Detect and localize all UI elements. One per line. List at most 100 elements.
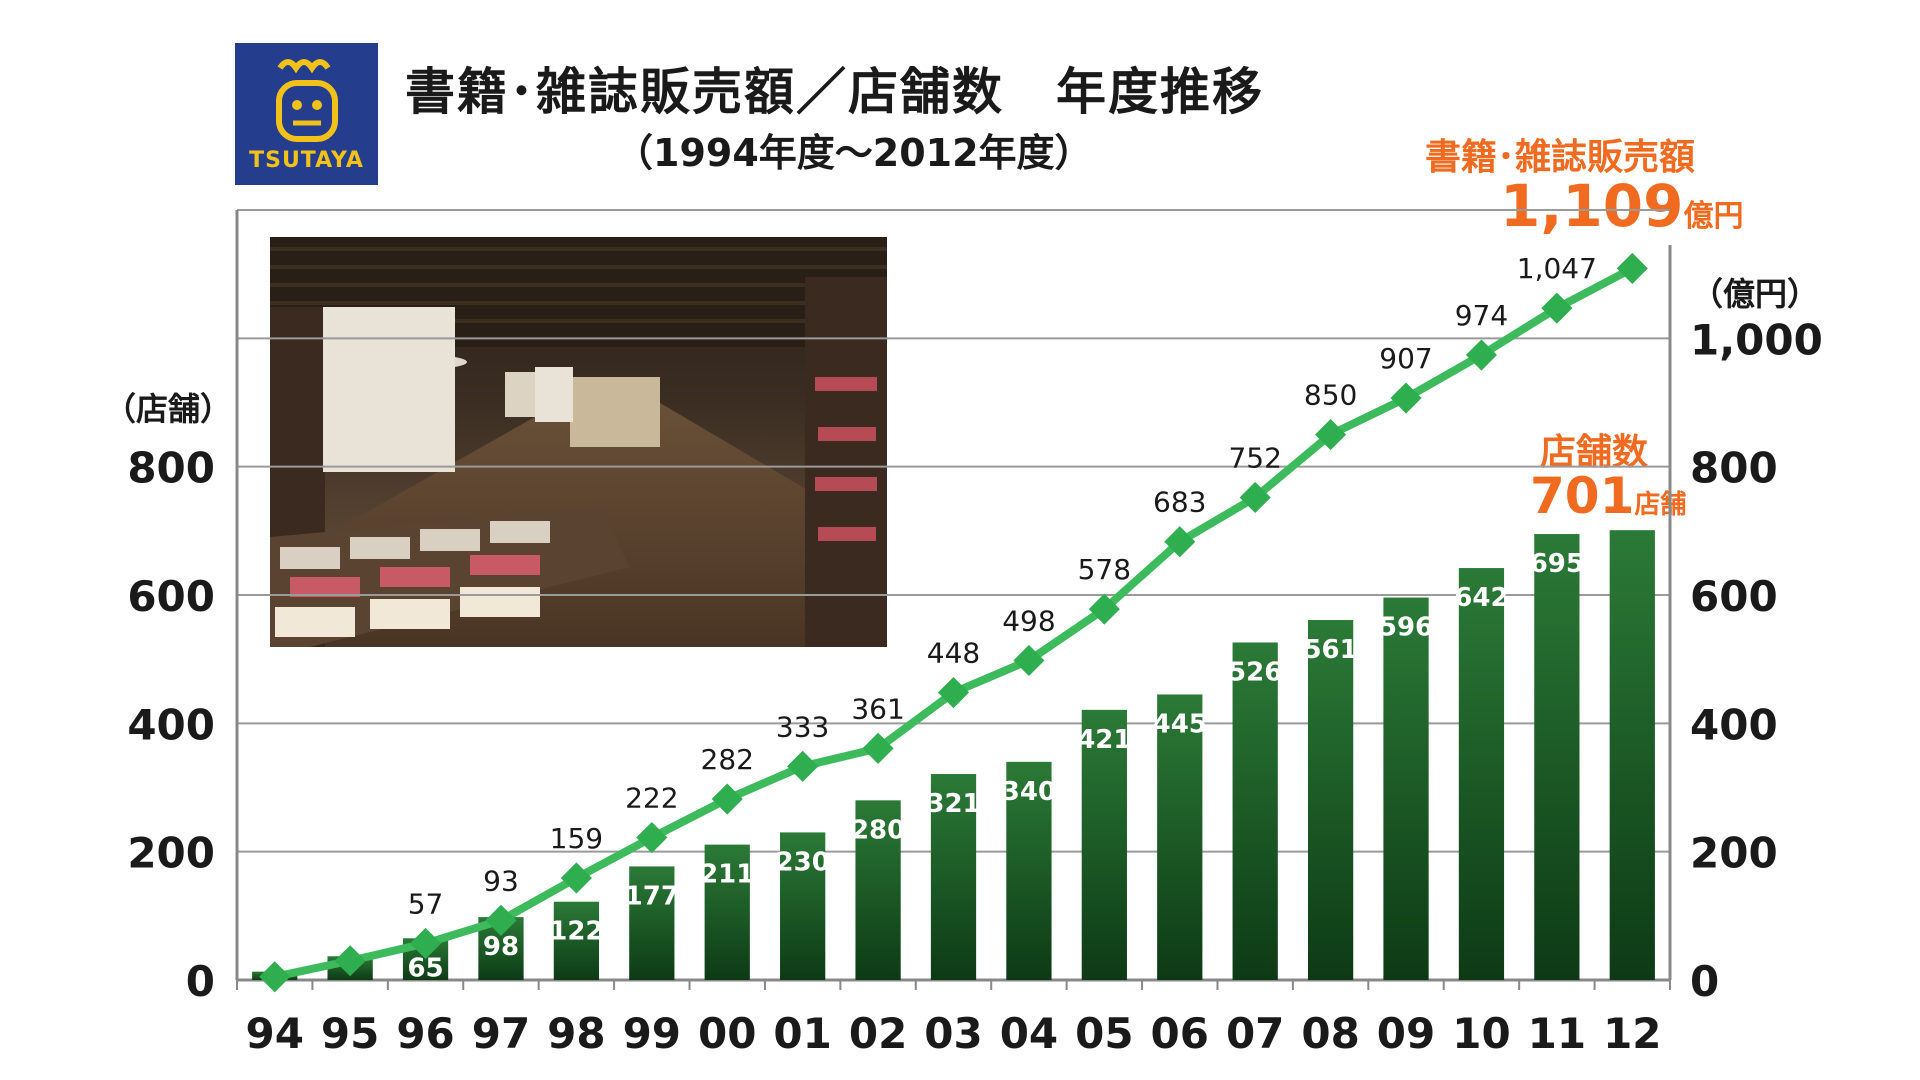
bar-data-label: 211 [700, 860, 754, 890]
x-tick-label: 04 [1000, 1009, 1058, 1058]
sales-marker [1315, 419, 1347, 451]
sales-marker [1465, 339, 1498, 371]
bar-data-label: 280 [851, 815, 905, 845]
chart-subtitle: （1994年度～2012年度） [615, 131, 1093, 175]
bar [930, 774, 977, 980]
left-tick-label: 200 [127, 829, 215, 878]
line-data-label: 578 [1078, 553, 1131, 586]
x-tick-label: 12 [1603, 1009, 1661, 1058]
x-tick-label: 97 [472, 1009, 530, 1058]
bar-data-label: 122 [549, 917, 603, 947]
right-axis-label: （億円） [1691, 275, 1819, 313]
bar [1157, 694, 1203, 980]
bar-data-label: 596 [1379, 613, 1433, 643]
line-data-label: 222 [625, 782, 678, 815]
x-tick-label: 05 [1075, 1009, 1133, 1058]
bar [1006, 761, 1052, 980]
bar-data-label: 98 [483, 932, 519, 962]
tsutaya-logo: TSUTAYA [235, 43, 378, 185]
bar-data-label: 230 [776, 847, 830, 877]
left-tick-label: 400 [127, 700, 215, 749]
line-data-label: 448 [927, 637, 980, 670]
sales-annotation-label: 書籍･雑誌販売額 [1425, 137, 1696, 178]
bar [855, 800, 901, 980]
stores-annotation-value-row: 701店舗 [1530, 467, 1686, 525]
sales-marker [409, 927, 442, 959]
sales-marker [334, 945, 366, 977]
sales-marker [1239, 481, 1271, 514]
bar [704, 844, 750, 980]
right-tick-label: 400 [1690, 700, 1778, 749]
right-tick-label: 600 [1690, 572, 1778, 621]
x-tick-label: 96 [396, 1009, 454, 1058]
line-data-label: 907 [1379, 342, 1432, 375]
sales-marker [485, 904, 517, 936]
sales-marker [1013, 644, 1045, 677]
bar-data-label: 561 [1303, 635, 1357, 665]
bar-data-label: 445 [1153, 709, 1207, 739]
line-data-label: 57 [408, 887, 444, 920]
right-tick-label: 800 [1690, 444, 1778, 493]
x-tick-label: 08 [1301, 1009, 1359, 1058]
bar [780, 832, 826, 980]
bar [629, 866, 675, 980]
bar [1609, 530, 1655, 980]
bar-data-label: 65 [407, 953, 443, 983]
bar-data-label: 642 [1454, 583, 1508, 613]
chart-title: 書籍･雑誌販売額／店舗数 年度推移 [405, 63, 1264, 121]
sales-marker [711, 783, 743, 815]
line-data-label: 752 [1228, 441, 1281, 474]
left-tick-label: 600 [127, 572, 215, 621]
sales-marker [1616, 252, 1648, 284]
right-tick-label: 200 [1690, 829, 1778, 878]
bar [1307, 620, 1354, 980]
line-data-label: 361 [851, 692, 904, 725]
left-tick-label: 800 [127, 444, 215, 493]
x-tick-label: 06 [1151, 1009, 1209, 1058]
line-data-label: 333 [776, 710, 829, 743]
line-data-label: 282 [701, 743, 754, 776]
logo-face-icon [276, 59, 338, 142]
bar [1383, 597, 1429, 980]
bar-data-label: 177 [625, 881, 679, 911]
sales-annotation-value: 1,109 [1500, 172, 1684, 240]
x-tick-label: 99 [623, 1009, 681, 1058]
bar [1232, 642, 1278, 980]
bar-data-label: 340 [1002, 777, 1056, 807]
sales-marker [1541, 292, 1573, 324]
bar-data-label: 421 [1077, 725, 1131, 755]
bar [553, 901, 600, 980]
bar [1458, 568, 1505, 980]
bar-data-label: 526 [1228, 657, 1282, 687]
line-data-label: 850 [1304, 379, 1357, 412]
sales-marker [259, 961, 291, 993]
line-data-label: 159 [550, 822, 603, 855]
bar-data-label: 321 [926, 789, 980, 819]
x-tick-label: 10 [1452, 1009, 1510, 1058]
sales-marker [1390, 382, 1422, 414]
line-data-label: 1,047 [1517, 252, 1597, 285]
line-data-label: 93 [483, 864, 519, 897]
x-tick-label: 94 [245, 1009, 303, 1058]
line-data-label: 974 [1455, 299, 1508, 332]
x-tick-label: 07 [1226, 1009, 1284, 1058]
x-tick-label: 00 [698, 1009, 756, 1058]
right-tick-label: 0 [1690, 957, 1719, 1006]
logo-text: TSUTAYA [249, 148, 364, 173]
x-tick-label: 11 [1528, 1009, 1586, 1058]
line-data-label: 683 [1153, 486, 1206, 519]
bar-data-label: 695 [1530, 549, 1584, 579]
stores-annotation-unit: 店舗 [1634, 490, 1687, 520]
sales-annotation-value-row: 1,109億円 [1500, 172, 1743, 240]
left-axis-label: （店舗） [104, 390, 232, 428]
stores-annotation-value: 701 [1530, 467, 1635, 525]
sales-marker [787, 750, 819, 782]
x-tick-label: 01 [773, 1009, 831, 1058]
bar [1081, 709, 1127, 980]
sales-marker [560, 862, 592, 894]
sales-marker [636, 821, 668, 854]
x-tick-label: 98 [547, 1009, 605, 1058]
bar [1534, 534, 1580, 980]
sales-annotation-unit: 億円 [1683, 199, 1744, 234]
